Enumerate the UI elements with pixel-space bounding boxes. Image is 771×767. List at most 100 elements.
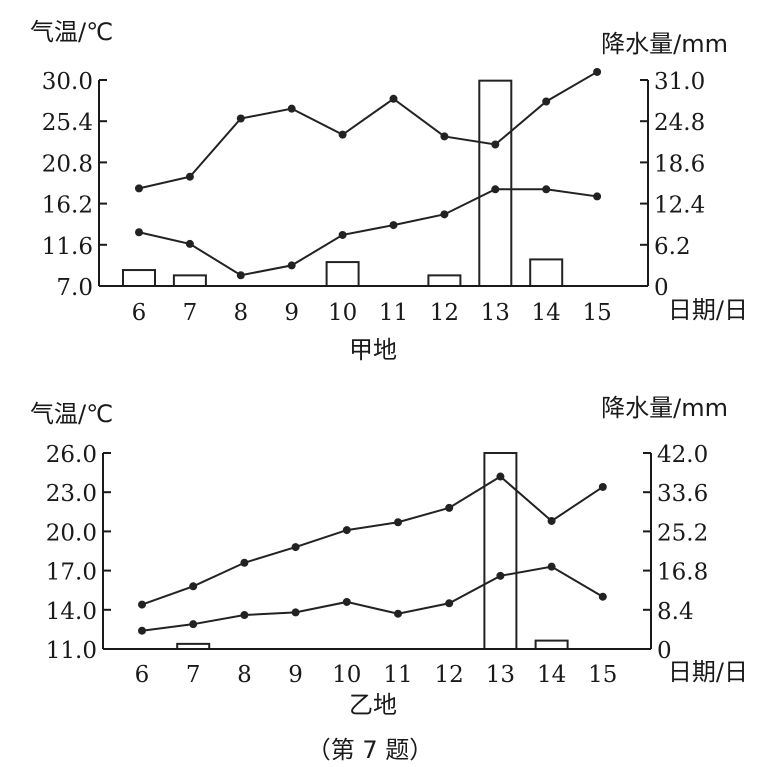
temperature-line	[141, 475, 604, 606]
temperature-point	[491, 185, 500, 194]
left-tick-label: 20.0	[46, 520, 97, 546]
temperature-point	[138, 626, 146, 635]
precip-bar	[325, 261, 360, 288]
temperature-point	[542, 185, 551, 194]
temperature-point	[542, 97, 551, 106]
temperature-point	[338, 230, 347, 239]
x-tick-label: 8	[237, 662, 252, 688]
right-tick-label: 33.6	[657, 481, 708, 507]
right-tick-label: 6.2	[654, 234, 691, 260]
temperature-line	[141, 565, 604, 632]
x-tick-label: 9	[288, 662, 303, 688]
temperature-point	[287, 261, 296, 270]
right-tick-label: 25.2	[657, 520, 708, 546]
right-tick-label: 0	[654, 275, 669, 301]
left-tick-label: 25.4	[42, 110, 93, 136]
precip-bar	[529, 258, 564, 287]
precip-bar	[427, 274, 462, 287]
temperature-point	[342, 597, 351, 606]
temperature-point	[445, 503, 454, 512]
temperature-point	[138, 600, 146, 609]
right-tick-label: 24.8	[654, 110, 705, 136]
temperature-point	[189, 582, 198, 591]
right-tick-label: 42.0	[657, 442, 708, 468]
temperature-point	[547, 562, 556, 571]
x-axis-label: 日期/日	[668, 296, 748, 324]
temperature-line	[138, 71, 598, 190]
left-tick-label: 7.0	[56, 275, 93, 301]
x-tick-label: 12	[435, 662, 464, 688]
x-tick-label: 8	[233, 300, 248, 326]
x-tick-label: 13	[486, 662, 515, 688]
right-tick-label: 31.0	[654, 69, 705, 95]
temperature-point	[240, 611, 249, 620]
figure-caption: （第 7 题）	[307, 736, 434, 764]
temperature-point	[389, 94, 398, 103]
left-tick-label: 11.0	[46, 638, 97, 664]
right-axis-label: 降水量/mm	[601, 394, 728, 422]
temperature-point	[547, 516, 556, 525]
chart-title: 甲地	[349, 336, 397, 364]
temperature-point	[496, 571, 505, 580]
x-tick-label: 11	[383, 662, 412, 688]
right-tick-label: 18.6	[654, 151, 705, 177]
temperature-point	[287, 104, 296, 113]
temperature-point	[342, 526, 351, 535]
right-tick-label: 8.4	[657, 599, 694, 625]
temperature-point	[240, 558, 249, 567]
x-tick-label: 6	[135, 662, 150, 688]
left-tick-label: 23.0	[46, 481, 97, 507]
temperature-point	[598, 482, 607, 491]
temperature-point	[291, 608, 300, 617]
right-tick-label: 16.8	[657, 560, 708, 586]
temperature-point	[189, 620, 198, 629]
x-tick-label: 7	[186, 662, 201, 688]
left-tick-label: 20.8	[42, 151, 93, 177]
temperature-point	[394, 609, 402, 618]
temperature-point	[236, 271, 245, 280]
temperature-point	[440, 132, 449, 141]
temperature-point	[491, 140, 500, 149]
precip-bar	[534, 639, 569, 650]
precip-bar	[478, 79, 513, 287]
temperature-point	[593, 67, 602, 76]
temperature-point	[496, 472, 505, 481]
x-tick-label: 11	[379, 300, 408, 326]
x-tick-label: 14	[537, 662, 566, 688]
temperature-point	[440, 210, 449, 219]
left-tick-label: 14.0	[46, 599, 97, 625]
x-tick-label: 10	[332, 662, 361, 688]
right-tick-label: 0	[657, 638, 672, 664]
left-tick-label: 11.6	[42, 234, 93, 260]
x-tick-label: 15	[582, 300, 611, 326]
left-axis-label: 气温/℃	[30, 400, 113, 428]
temperature-point	[445, 599, 454, 608]
x-tick-label: 12	[430, 300, 459, 326]
temperature-point	[135, 184, 143, 193]
left-tick-label: 26.0	[46, 442, 97, 468]
right-tick-label: 12.4	[654, 193, 705, 219]
temperature-point	[598, 592, 607, 601]
x-tick-label: 10	[328, 300, 357, 326]
temperature-point	[389, 221, 398, 230]
left-tick-label: 16.2	[42, 193, 93, 219]
x-tick-label: 14	[532, 300, 561, 326]
x-tick-label: 9	[284, 300, 299, 326]
right-axis-label: 降水量/mm	[601, 30, 728, 58]
x-axis-label: 日期/日	[668, 658, 748, 686]
left-tick-label: 30.0	[42, 69, 93, 95]
temperature-point	[291, 543, 300, 552]
temperature-point	[338, 130, 347, 139]
temperature-point	[185, 172, 194, 181]
precip-bar	[172, 274, 207, 287]
left-tick-label: 17.0	[46, 560, 97, 586]
temperature-line	[138, 188, 598, 277]
temperature-point	[593, 192, 602, 201]
precip-bar	[122, 269, 156, 287]
x-tick-label: 7	[183, 300, 198, 326]
x-tick-label: 13	[481, 300, 510, 326]
temperature-point	[185, 239, 194, 248]
temperature-point	[236, 114, 245, 123]
temperature-point	[135, 228, 143, 237]
chart-title: 乙地	[349, 691, 397, 719]
